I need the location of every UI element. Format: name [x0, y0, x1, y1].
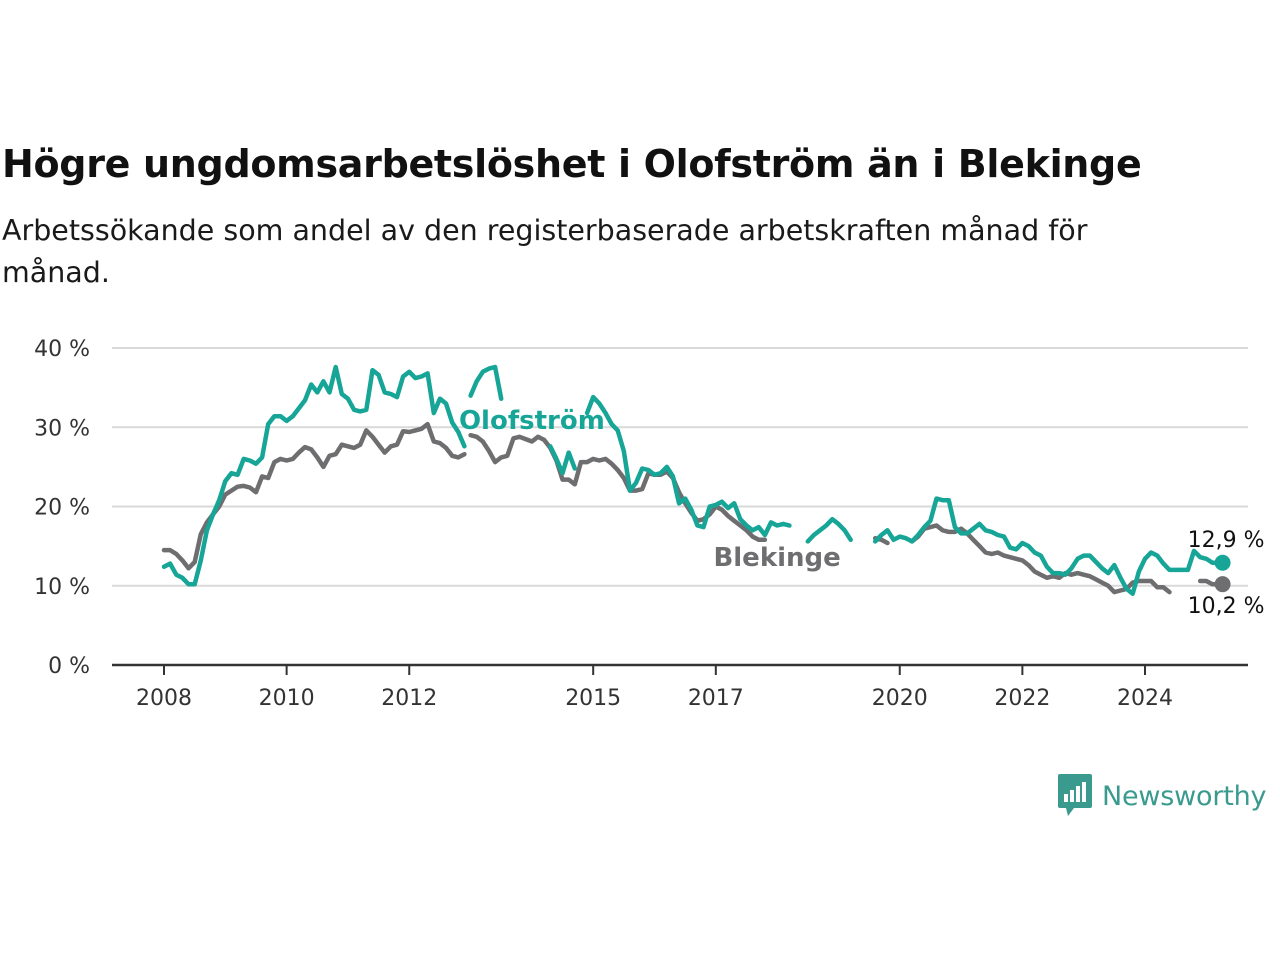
x-tick-label: 2015 [565, 686, 621, 711]
x-tick-label: 2024 [1117, 686, 1173, 711]
y-tick-label: 30 % [34, 416, 90, 441]
series-line-1 [161, 364, 1221, 596]
chart-title: Högre ungdomsarbetslöshet i Olofström än… [2, 142, 1142, 186]
brand-name: Newsworthy [1102, 780, 1267, 812]
line-chart: 0 % 10 % 20 % 30 % 40 % 2008 2010 2012 2015 2017… [34, 337, 1265, 711]
x-tick-label: 2012 [381, 686, 437, 711]
grid-lines [112, 347, 1248, 587]
series-lines [161, 364, 1231, 596]
x-tick-label: 2017 [688, 686, 744, 711]
brand[interactable]: Newsworthy [1058, 774, 1267, 818]
x-tick-label: 2010 [259, 686, 315, 711]
y-tick-label: 10 % [34, 575, 90, 600]
y-tick-label: 0 % [48, 654, 90, 679]
series-end-label: 12,9 % [1188, 528, 1265, 553]
series-name-label: Blekinge [713, 543, 840, 573]
y-tick-label: 20 % [34, 496, 90, 521]
series-name-label: Olofström [459, 406, 605, 436]
newsworthy-logo-icon [1058, 774, 1092, 816]
x-tick-label: 2008 [136, 686, 192, 711]
y-tick-label: 40 % [34, 337, 90, 362]
x-tick-label: 2020 [872, 686, 928, 711]
series-end-label: 10,2 % [1188, 594, 1265, 619]
series-end-point [1214, 554, 1231, 571]
y-axis-ticks: 0 % 10 % 20 % 30 % 40 % [34, 337, 90, 679]
chart-subtitle: Arbetssökande som andel av den registerb… [2, 214, 1088, 289]
x-axis: 2008 2010 2012 2015 2017 2020 2022 2024 [112, 663, 1248, 711]
series-line-0 [161, 421, 1221, 595]
x-tick-label: 2022 [994, 686, 1050, 711]
series-labels: 10,2 % 12,9 % Olofström Blekinge [459, 406, 1265, 619]
series-end-point [1214, 576, 1231, 593]
